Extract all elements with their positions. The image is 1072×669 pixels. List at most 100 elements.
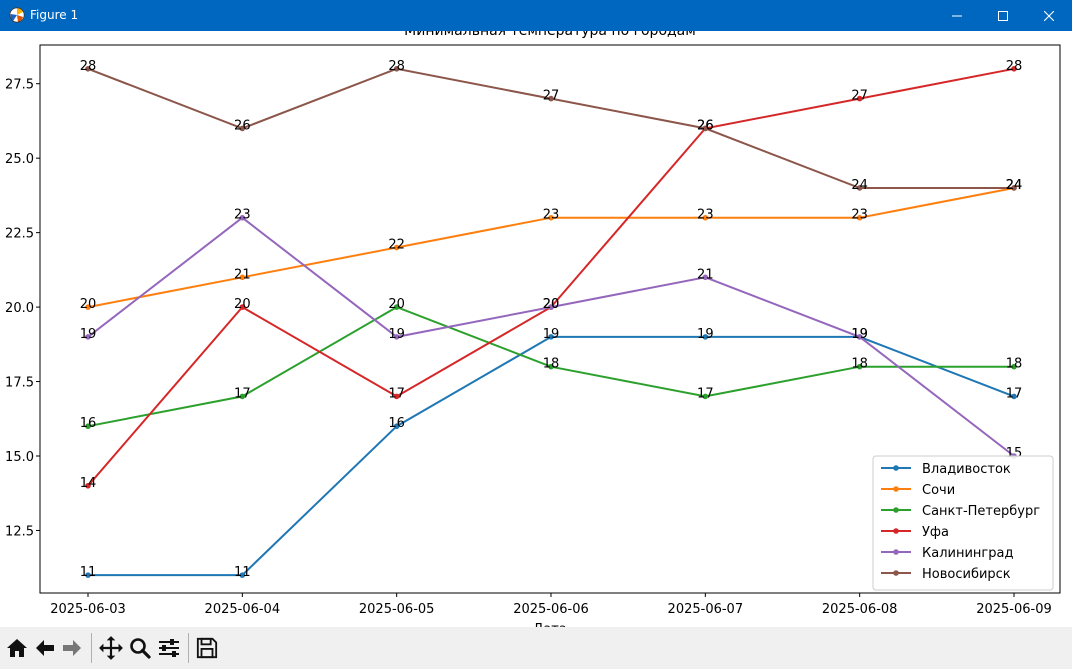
data-label: 28 xyxy=(1006,59,1023,74)
data-label: 16 xyxy=(388,416,405,431)
data-label: 26 xyxy=(697,118,714,133)
axes-frame xyxy=(39,44,1061,594)
data-label: 17 xyxy=(234,386,251,401)
data-point xyxy=(239,572,246,578)
x-tick-label: 2025-06-04 xyxy=(205,602,281,617)
forward-button[interactable] xyxy=(58,633,86,663)
y-tick-label: 25.0 xyxy=(5,152,34,167)
legend-entry: Сочи xyxy=(922,483,955,498)
data-point xyxy=(856,363,863,370)
maximize-button[interactable] xyxy=(980,0,1026,31)
data-point xyxy=(239,393,246,400)
home-button[interactable] xyxy=(3,633,31,663)
data-label: 11 xyxy=(80,565,97,580)
data-point xyxy=(548,304,554,310)
legend-box xyxy=(872,455,1054,591)
y-tick-label: 12.5 xyxy=(5,524,34,539)
configure-subplots-button[interactable] xyxy=(155,633,183,663)
y-tick-label: 20.0 xyxy=(5,301,34,316)
data-point xyxy=(702,393,709,400)
data-point xyxy=(702,274,709,281)
line-chart: Минимальная температура по городам 11 11 16… xyxy=(5,31,1061,627)
data-label: 18 xyxy=(1006,357,1023,372)
pan-button[interactable] xyxy=(97,633,125,663)
data-point xyxy=(702,214,709,221)
navigation-toolbar xyxy=(0,627,1072,669)
home-icon xyxy=(7,639,27,657)
toolbar-separator xyxy=(91,633,92,663)
data-label: 19 xyxy=(697,327,714,342)
y-tick-label: 15.0 xyxy=(5,450,34,465)
data-point xyxy=(702,125,709,132)
data-label: 18 xyxy=(851,357,868,372)
forward-icon xyxy=(63,640,81,656)
legend-entry: Санкт-Петербург xyxy=(922,504,1040,519)
matplotlib-icon xyxy=(9,7,25,23)
data-point xyxy=(393,393,400,400)
data-point xyxy=(85,66,91,72)
data-label: 27 xyxy=(543,89,560,104)
data-point xyxy=(393,304,400,310)
y-tick-label: 17.5 xyxy=(5,376,34,391)
data-label: 20 xyxy=(543,297,560,312)
legend-marker xyxy=(893,486,899,492)
zoom-button[interactable] xyxy=(126,633,154,663)
data-label: 20 xyxy=(388,297,405,312)
data-label: 23 xyxy=(697,208,714,223)
data-label: 19 xyxy=(543,327,560,342)
data-point xyxy=(239,304,246,310)
x-tick-label: 2025-06-08 xyxy=(822,602,898,617)
y-tick-label: 22.5 xyxy=(5,227,34,242)
save-button[interactable] xyxy=(193,633,221,663)
y-tick-label: 27.5 xyxy=(5,78,34,93)
configure-subplots-icon xyxy=(159,639,179,657)
maximize-icon xyxy=(998,10,1008,21)
data-label: 23 xyxy=(851,208,868,223)
save-icon xyxy=(196,637,218,659)
data-point xyxy=(548,214,554,221)
data-point xyxy=(1011,363,1017,370)
data-point xyxy=(1011,185,1017,191)
pan-icon xyxy=(99,636,123,660)
x-tick-label: 2025-06-06 xyxy=(513,602,589,617)
data-label: 23 xyxy=(543,208,560,223)
x-tick-label: 2025-06-05 xyxy=(359,602,435,617)
legend-entry: Владивосток xyxy=(922,462,1011,477)
data-point xyxy=(856,185,863,191)
data-point xyxy=(239,125,246,132)
chart-title: Минимальная температура по городам xyxy=(404,31,696,39)
data-label: 27 xyxy=(851,89,868,104)
data-label: 24 xyxy=(1006,178,1023,193)
data-point xyxy=(1011,393,1017,400)
close-button[interactable] xyxy=(1026,0,1072,31)
data-label: 17 xyxy=(388,386,405,401)
zoom-icon xyxy=(130,638,151,659)
data-label: 14 xyxy=(80,476,97,491)
data-point xyxy=(548,363,554,370)
data-label: 24 xyxy=(851,178,868,193)
x-tick-label: 2025-06-03 xyxy=(50,602,126,617)
data-point xyxy=(856,95,863,102)
data-point xyxy=(393,244,400,251)
data-label: 26 xyxy=(697,118,714,133)
data-label: 20 xyxy=(80,297,97,312)
data-label: 19 xyxy=(851,327,868,342)
minimize-button[interactable] xyxy=(934,0,980,31)
legend-marker xyxy=(893,570,899,576)
data-label: 26 xyxy=(234,118,251,133)
data-point xyxy=(548,334,554,340)
data-point xyxy=(239,274,246,281)
series-line-1 xyxy=(87,187,1015,309)
data-point xyxy=(85,334,91,340)
data-point xyxy=(85,482,91,489)
data-label: 11 xyxy=(234,565,251,580)
window-title: Figure 1 xyxy=(30,8,79,22)
back-button[interactable] xyxy=(31,633,59,663)
data-label: 21 xyxy=(234,267,251,282)
data-label: 22 xyxy=(388,238,405,253)
legend-marker xyxy=(893,549,899,555)
legend-entry: Калининград xyxy=(922,546,1013,561)
series-line-3 xyxy=(87,67,1015,487)
data-label: 17 xyxy=(1006,386,1023,401)
x-tick-label: 2025-06-07 xyxy=(668,602,744,617)
